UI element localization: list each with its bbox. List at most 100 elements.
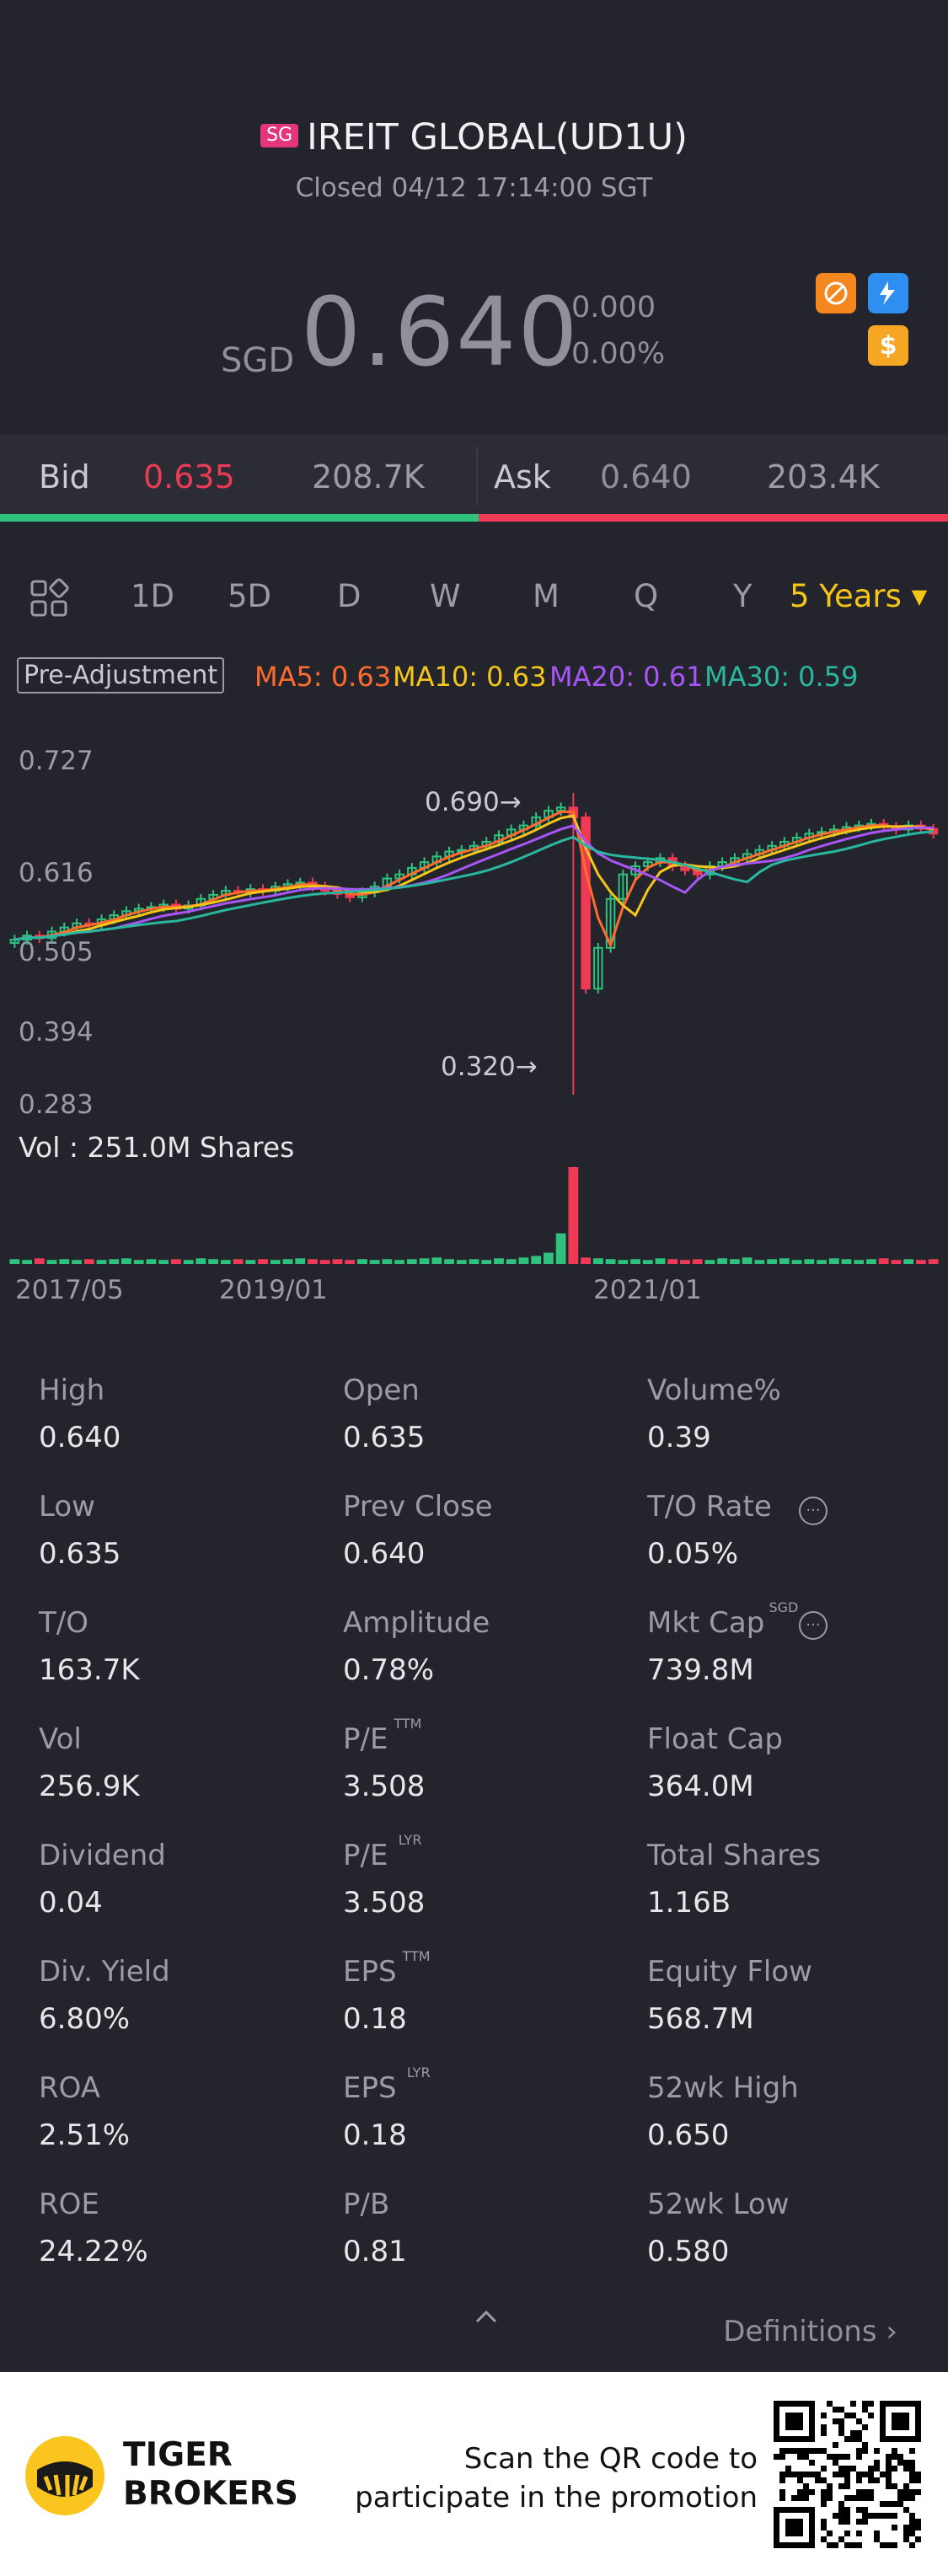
volume-bar	[382, 1259, 393, 1264]
lightning-1-icon[interactable]	[868, 273, 908, 313]
volume-bar	[866, 1259, 876, 1264]
tab-day[interactable]: D	[337, 578, 362, 614]
tab-week[interactable]: W	[430, 578, 461, 614]
market-flag: SG	[260, 124, 299, 147]
volume-bar	[319, 1260, 330, 1264]
stat-value: 6.80%	[39, 2002, 131, 2036]
layout-grid-icon[interactable]	[29, 578, 69, 619]
chevron-right-icon: ›	[886, 2315, 897, 2348]
volume-bar	[828, 1258, 839, 1264]
currency-label: SGD	[221, 341, 295, 380]
price-change: 0.000	[571, 291, 656, 324]
volume-bar	[928, 1259, 939, 1264]
volume-bar	[406, 1259, 417, 1264]
tab-1d[interactable]: 1D	[131, 578, 175, 614]
volume-bar	[494, 1258, 504, 1264]
volume-bar	[642, 1260, 653, 1264]
stat-vol: Vol 256.9K	[39, 1722, 325, 1803]
stat-value: 0.78%	[343, 1653, 435, 1687]
more-info-icon[interactable]: ···	[799, 1611, 827, 1640]
stat-label-text: P/E	[343, 1722, 388, 1756]
volume-bar	[171, 1259, 181, 1264]
volume-bar	[555, 1233, 566, 1264]
tab-month[interactable]: M	[533, 578, 560, 614]
bid-strength-bar	[0, 514, 479, 522]
low-marker-value: 0.320	[441, 1052, 516, 1082]
volume-bar	[581, 1257, 591, 1264]
volume-bar	[916, 1260, 926, 1264]
volume-bar	[655, 1258, 666, 1264]
stat-superscript: TTM	[394, 1716, 422, 1732]
stat-open: Open 0.635	[343, 1374, 629, 1454]
volume-bar	[779, 1258, 790, 1264]
stat-label: T/O	[39, 1606, 88, 1640]
stat-eps-ttm: EPS TTM 0.18	[343, 1948, 629, 2036]
stat-value: 256.9K	[39, 1770, 140, 1803]
ma5-line	[14, 810, 934, 949]
definitions-link[interactable]: Definitions ›	[723, 2315, 897, 2348]
stat-label: T/O Rate	[647, 1490, 772, 1524]
volume-bar	[109, 1259, 120, 1264]
volume-bar	[891, 1260, 902, 1264]
no-delay-icon[interactable]	[816, 273, 856, 313]
volume-bar	[34, 1258, 45, 1264]
volume-bar	[841, 1259, 852, 1264]
stat-label: Mkt Cap SGD	[647, 1599, 798, 1640]
candle-body	[593, 946, 603, 990]
stat-eps-lyr: EPS LYR 0.18	[343, 2065, 629, 2152]
tab-quarter[interactable]: Q	[634, 578, 659, 614]
ma30-value: MA30: 0.59	[704, 661, 859, 693]
volume-bar	[419, 1258, 430, 1264]
volume-bar	[680, 1260, 690, 1264]
brand-line-2: BROKERS	[123, 2475, 298, 2513]
stat-dividend: Dividend 0.04	[39, 1839, 325, 1920]
stat-value: 1.16B	[647, 1886, 731, 1920]
stat-label: Open	[343, 1374, 420, 1407]
stat-value: 568.7M	[647, 2002, 754, 2036]
stat-label-text: EPS	[343, 1955, 397, 1989]
stock-title: IREIT GLOBAL(UD1U)	[307, 116, 688, 158]
tab-5-years-label: 5 Years	[790, 578, 902, 614]
tab-5d[interactable]: 5D	[228, 578, 272, 614]
candlestick-chart[interactable]	[0, 725, 948, 1281]
volume-bar	[692, 1259, 703, 1264]
stat-label: Float Cap	[647, 1722, 783, 1756]
stat-value: 0.39	[647, 1421, 711, 1454]
qr-code[interactable]	[774, 2401, 921, 2548]
volume-bar	[394, 1260, 404, 1264]
stat-value: 0.18	[343, 2118, 407, 2152]
stat-label: Equity Flow	[647, 1955, 812, 1989]
chevron-up-icon[interactable]	[474, 2305, 499, 2330]
volume-bar	[817, 1260, 827, 1264]
stat-equity-flow: Equity Flow 568.7M	[647, 1955, 934, 2036]
tab-5-years[interactable]: 5 Years ▼	[790, 578, 927, 614]
promo-line-1: Scan the QR code to	[463, 2442, 758, 2476]
stat-label: Low	[39, 1490, 95, 1524]
volume-bar	[345, 1260, 356, 1264]
bid-size: 208.7K	[312, 458, 425, 495]
dollar-icon[interactable]: $	[868, 325, 908, 366]
volume-bar	[308, 1259, 318, 1264]
volume-bar	[208, 1259, 218, 1264]
stat-value: 0.650	[647, 2118, 730, 2152]
stat-label-text: Mkt Cap	[647, 1606, 765, 1640]
stat-label: P/B	[343, 2188, 390, 2221]
stat-value: 3.508	[343, 1770, 426, 1803]
candle-body	[618, 873, 629, 900]
ask-size: 203.4K	[767, 458, 880, 495]
volume-bar	[83, 1259, 94, 1264]
volume-bar	[630, 1259, 640, 1264]
x-tick-label: 2017/05	[15, 1275, 124, 1305]
y-tick-label: 0.394	[19, 1017, 94, 1047]
pre-adjustment-toggle[interactable]: Pre-Adjustment	[17, 657, 225, 694]
stat-label: ROE	[39, 2188, 99, 2221]
price-change-percent: 0.00%	[571, 337, 666, 371]
stat-float-cap: Float Cap 364.0M	[647, 1722, 934, 1803]
stat-52wk-high: 52wk High 0.650	[647, 2071, 934, 2152]
stat-pb: P/B 0.81	[343, 2188, 629, 2268]
title-row: SG IREIT GLOBAL(UD1U)	[0, 116, 948, 158]
more-info-icon[interactable]: ···	[799, 1497, 827, 1525]
tab-year[interactable]: Y	[733, 578, 753, 614]
stat-value: 24.22%	[39, 2235, 148, 2268]
stat-value: 0.05%	[647, 1537, 739, 1571]
